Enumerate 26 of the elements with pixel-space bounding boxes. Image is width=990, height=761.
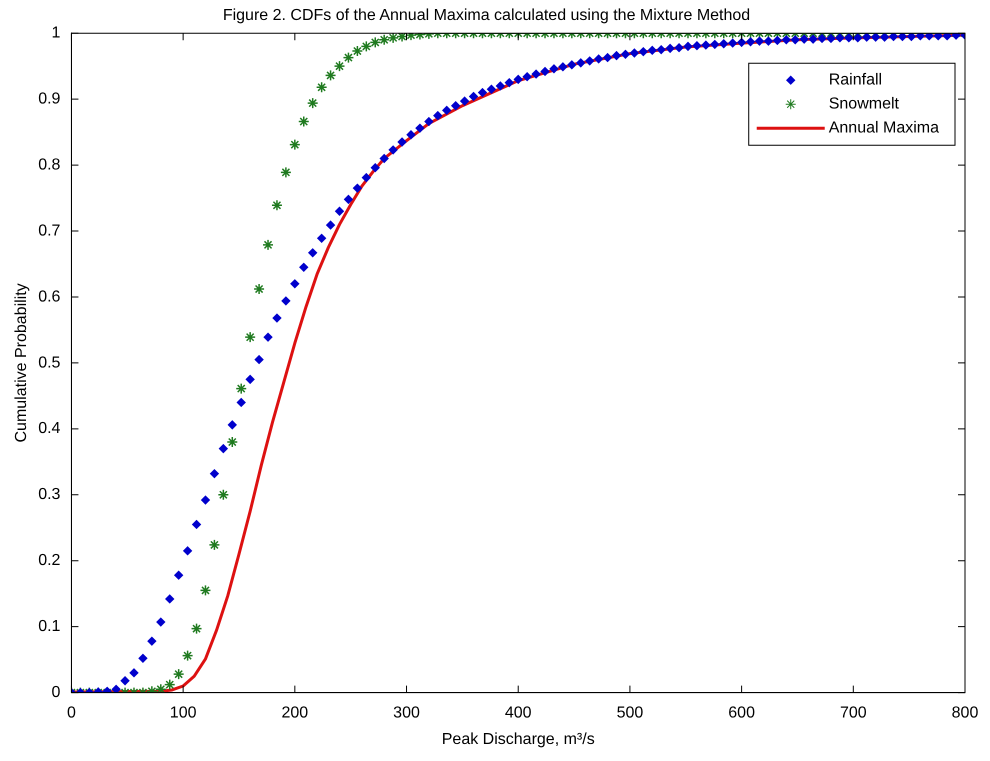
x-tick-label: 0 — [66, 704, 76, 722]
y-tick-label: 0.9 — [38, 90, 61, 108]
y-tick-label: 1 — [52, 24, 61, 42]
x-tick-label: 400 — [504, 704, 532, 722]
y-tick-label: 0.6 — [38, 288, 61, 306]
y-tick-label: 0.5 — [38, 354, 61, 372]
y-tick-label: 0.7 — [38, 222, 61, 240]
x-tick-label: 200 — [281, 704, 308, 722]
x-tick-label: 100 — [170, 704, 197, 722]
x-tick-label: 300 — [393, 704, 420, 722]
legend-label: Annual Maxima — [828, 120, 940, 137]
x-tick-label: 800 — [952, 704, 978, 722]
y-tick-label: 0.3 — [38, 486, 61, 504]
y-tick-label: 0.1 — [38, 618, 61, 636]
legend-label: Snowmelt — [828, 96, 900, 113]
x-tick-label: 500 — [616, 704, 644, 722]
x-axis-title: Peak Discharge, m³/s — [442, 730, 595, 748]
y-tick-label: 0.4 — [38, 420, 61, 438]
y-axis-title: Cumulative Probability — [13, 283, 30, 442]
x-tick-label: 600 — [728, 704, 756, 722]
y-tick-label: 0.8 — [38, 156, 61, 174]
legend-label: Rainfall — [828, 72, 882, 89]
y-tick-label: 0.2 — [38, 552, 61, 570]
x-tick-label: 700 — [840, 704, 867, 722]
chart-title: Figure 2. CDFs of the Annual Maxima calculated using the Mixture Method — [222, 7, 750, 24]
y-tick-label: 0 — [52, 684, 61, 702]
